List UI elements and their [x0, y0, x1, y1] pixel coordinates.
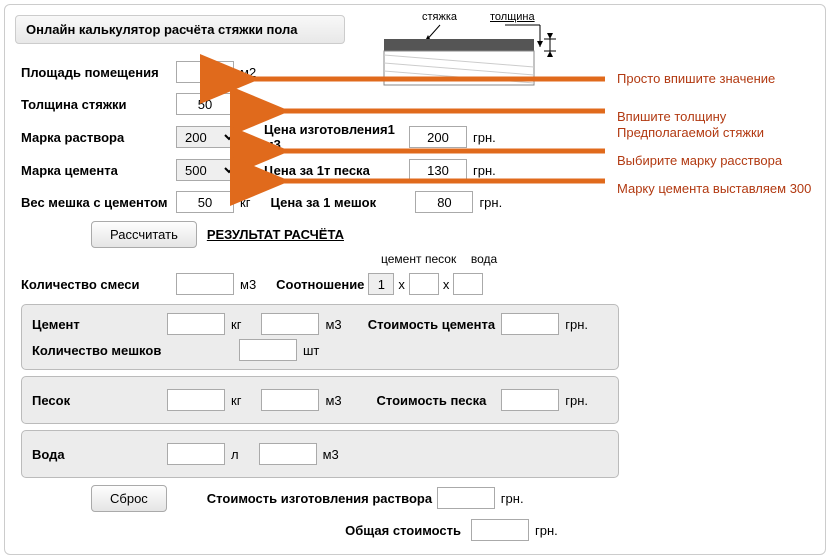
unit-area: м2 — [240, 65, 256, 80]
input-price-sand[interactable] — [409, 159, 467, 181]
label-sand-cost: Стоимость песка — [362, 393, 502, 408]
ratio-header: цемент песок вода — [311, 252, 819, 266]
ratio-water — [453, 273, 483, 295]
label-cement-cost: Стоимость цемента — [362, 317, 502, 332]
result-heading: РЕЗУЛЬТАТ РАСЧЁТА — [207, 227, 344, 242]
ratio-sand — [409, 273, 439, 295]
panel-water: Вода л м3 — [21, 430, 619, 478]
output-sand-cost — [501, 389, 559, 411]
unit-m3-2: м3 — [325, 317, 341, 332]
output-mix-qty — [176, 273, 234, 295]
ratio-x2: x — [443, 277, 450, 292]
unit-uah-1: грн. — [473, 130, 496, 145]
annotation-2a: Впишите толщину — [617, 109, 726, 124]
label-water: Вода — [32, 447, 167, 462]
row-calculate: Рассчитать РЕЗУЛЬТАТ РАСЧЁТА — [21, 220, 819, 248]
label-cement: Цемент — [32, 317, 167, 332]
input-area[interactable] — [176, 61, 234, 83]
label-mix-grade: Марка раствора — [21, 130, 176, 145]
unit-uah-6: грн. — [501, 491, 524, 506]
row-totals: Сброс Стоимость изготовления раствора гр… — [21, 484, 819, 512]
panel-cement: Цемент кг м3 Стоимость цемента грн. Коли… — [21, 304, 619, 370]
label-mix-qty: Количество смеси — [21, 277, 176, 292]
page-title: Онлайн калькулятор расчёта стяжки пола — [15, 15, 345, 44]
calculator-panel: Онлайн калькулятор расчёта стяжки пола с… — [4, 4, 826, 555]
unit-bag-weight: кг — [240, 195, 250, 210]
unit-kg-2: кг — [231, 393, 241, 408]
ratio-cement — [368, 273, 394, 295]
label-price-sand: Цена за 1т песка — [264, 163, 409, 178]
unit-sht: шт — [303, 343, 319, 358]
unit-l: л — [231, 447, 239, 462]
unit-uah-7: грн. — [535, 523, 558, 538]
unit-m3-3: м3 — [325, 393, 341, 408]
row-grand-total: Общая стоимость грн. — [21, 516, 819, 544]
annotation-2b: Предполагаемой стяжки — [617, 125, 764, 140]
reset-button[interactable]: Сброс — [91, 485, 167, 512]
unit-m3-1: м3 — [240, 277, 256, 292]
label-mix-cost: Стоимость изготовления раствора — [207, 491, 437, 506]
input-price-m3[interactable] — [409, 126, 467, 148]
calculate-button[interactable]: Рассчитать — [91, 221, 197, 248]
output-sand-m3 — [261, 389, 319, 411]
select-mix-grade[interactable]: 200 — [176, 126, 238, 148]
ratio-top-cement: цемент — [381, 252, 411, 266]
label-area: Площадь помещения — [21, 65, 176, 80]
unit-uah-5: грн. — [565, 393, 588, 408]
row-mix-qty: Количество смеси м3 Соотношение x x — [21, 270, 819, 298]
input-thickness[interactable] — [176, 93, 234, 115]
input-bag-weight[interactable] — [176, 191, 234, 213]
label-total: Общая стоимость — [281, 523, 471, 538]
screed-diagram: стяжка толщина — [380, 11, 560, 101]
output-cement-m3 — [261, 313, 319, 335]
output-sand-kg — [167, 389, 225, 411]
ratio-x1: x — [398, 277, 405, 292]
label-ratio: Соотношение — [276, 277, 364, 292]
unit-kg-1: кг — [231, 317, 241, 332]
annotation-4: Марку цемента выставляем 300 — [617, 181, 811, 196]
unit-m3-4: м3 — [323, 447, 339, 462]
output-mix-cost — [437, 487, 495, 509]
output-water-l — [167, 443, 225, 465]
label-price-m3: Цена изготовления1 м3 — [264, 122, 409, 152]
diagram-svg — [380, 11, 560, 101]
label-cement-grade: Марка цемента — [21, 163, 176, 178]
ratio-top-sand: песок — [425, 252, 455, 266]
output-water-m3 — [259, 443, 317, 465]
label-bags: Количество мешков — [32, 343, 167, 358]
annotation-1: Просто впишите значение — [617, 71, 775, 86]
label-bag-weight: Вес мешка с цементом — [21, 195, 176, 210]
output-bags — [239, 339, 297, 361]
annotation-3: Выбирите марку расствора — [617, 153, 782, 168]
output-cement-kg — [167, 313, 225, 335]
label-price-bag: Цена за 1 мешок — [270, 195, 415, 210]
unit-uah-3: грн. — [479, 195, 502, 210]
input-price-bag[interactable] — [415, 191, 473, 213]
ratio-top-water: вода — [469, 252, 499, 266]
unit-uah-4: грн. — [565, 317, 588, 332]
panel-sand: Песок кг м3 Стоимость песка грн. — [21, 376, 619, 424]
output-cement-cost — [501, 313, 559, 335]
label-sand: Песок — [32, 393, 167, 408]
label-thickness: Толщина стяжки — [21, 97, 176, 112]
unit-uah-2: грн. — [473, 163, 496, 178]
output-total — [471, 519, 529, 541]
select-cement-grade[interactable]: 500 — [176, 159, 238, 181]
unit-thickness: мм — [240, 97, 258, 112]
